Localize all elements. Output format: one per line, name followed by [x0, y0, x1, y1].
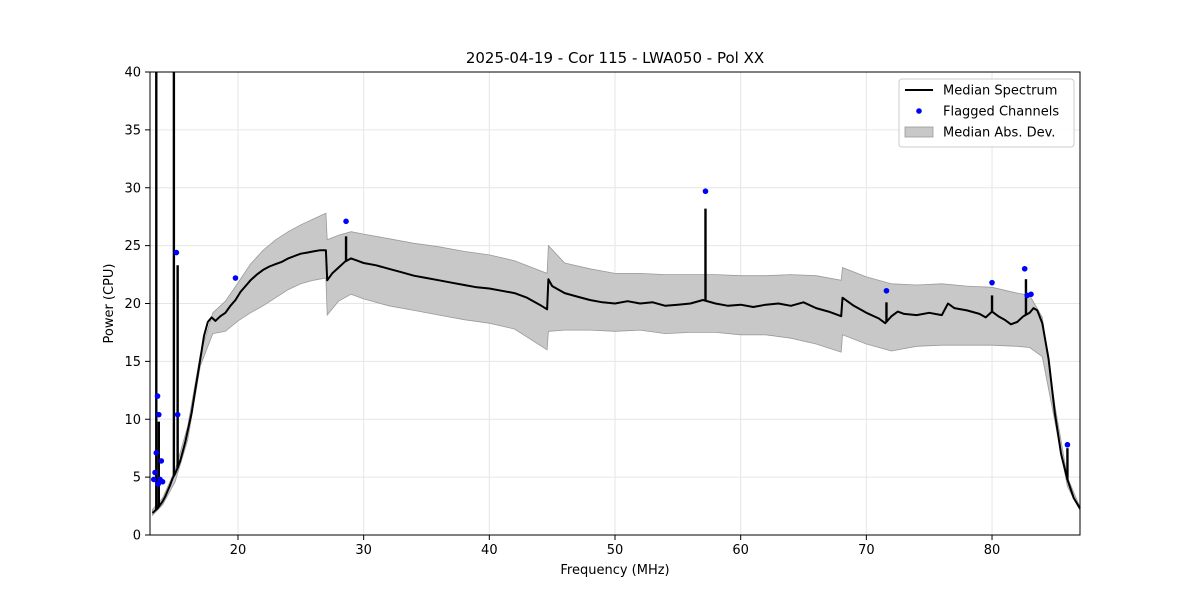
legend-label-median-abs-dev: Median Abs. Dev. [943, 126, 1055, 141]
flagged-point [158, 458, 165, 464]
flagged-point [154, 393, 161, 399]
y-tick-label: 20 [124, 297, 141, 312]
flagged-point [152, 469, 158, 476]
legend: Median Spectrum Flagged Channels Median … [898, 78, 1075, 148]
chart-title: 2025-04-19 - Cor 115 - LWA050 - Pol XX [466, 49, 764, 67]
legend-label-flagged-channels: Flagged Channels [943, 105, 1059, 120]
y-tick-label: 40 [124, 66, 141, 81]
x-axis-label: Frequency (MHz) [560, 563, 669, 578]
median-spectrum-line [151, 249, 1081, 514]
x-tick-label: 30 [355, 543, 372, 558]
flagged-point [174, 411, 181, 418]
flagged-point [155, 481, 161, 487]
x-tick-label: 70 [858, 543, 875, 558]
flagged-point [989, 279, 995, 286]
flagged-point [343, 218, 349, 225]
flagged-point [150, 476, 157, 483]
y-tick-label: 15 [124, 355, 141, 370]
x-tick-label: 60 [732, 543, 749, 558]
flagged-point [173, 249, 180, 256]
y-tick-label: 5 [133, 471, 141, 486]
y-tick-label: 30 [124, 181, 141, 196]
flagged-point [883, 287, 890, 294]
x-axis-ticks: 20 30 40 50 60 70 80 [230, 535, 1001, 558]
legend-band-patch-icon [904, 126, 934, 138]
x-tick-label: 80 [984, 543, 1001, 558]
legend-box [898, 78, 1075, 148]
x-tick-label: 20 [230, 543, 247, 558]
y-axis-label: Power (CPU) [102, 263, 117, 343]
y-tick-label: 25 [124, 239, 141, 254]
y-tick-label: 0 [133, 529, 141, 544]
flagged-point [159, 478, 166, 485]
flagged-point [702, 188, 709, 195]
flagged-point [155, 411, 162, 418]
flagged-point [1021, 265, 1028, 272]
y-tick-label: 35 [124, 123, 141, 138]
legend-flagged-dot-icon [916, 108, 922, 114]
flagged-point [1064, 441, 1071, 448]
flagged-point [232, 275, 239, 281]
legend-label-median-spectrum: Median Spectrum [943, 84, 1057, 99]
y-axis-ticks: 0 5 10 15 20 25 30 35 40 [124, 66, 150, 544]
flagged-point [153, 450, 160, 456]
flagged-point [1028, 291, 1034, 298]
y-tick-label: 10 [124, 413, 141, 428]
x-tick-label: 50 [607, 543, 624, 558]
x-tick-label: 40 [481, 543, 498, 558]
flagged-channels [150, 188, 1071, 487]
